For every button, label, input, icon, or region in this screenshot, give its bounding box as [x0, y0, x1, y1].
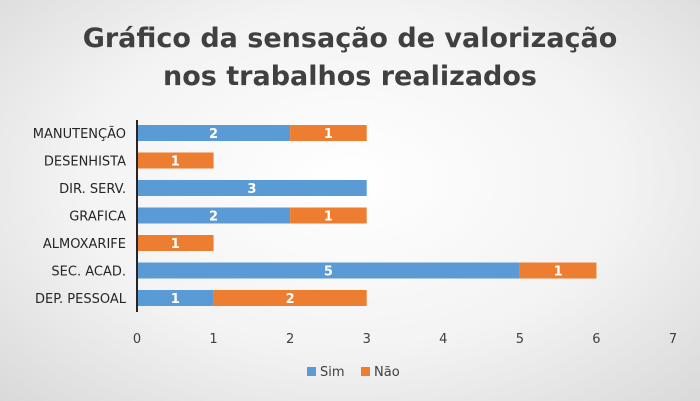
- chart-title-line-1: Gráfico da sensação de valorização: [83, 23, 618, 54]
- legend: Sim Não: [307, 365, 400, 380]
- bar-sim-0: [137, 125, 291, 141]
- data-label: 2: [209, 210, 218, 225]
- bar-sim-6: [137, 290, 214, 306]
- chart-title-line-2: nos trabalhos realizados: [163, 61, 537, 92]
- category-label: MANUTENÇÃO: [33, 126, 126, 142]
- data-label: 1: [171, 292, 180, 307]
- bar-sim-3: [137, 207, 291, 224]
- data-label: 2: [209, 127, 218, 142]
- category-label: DESENHISTA: [44, 155, 126, 170]
- data-label: 3: [247, 182, 256, 197]
- x-tick-label: 6: [592, 332, 600, 347]
- legend-swatch: [361, 367, 370, 376]
- bar-sim-2: [137, 180, 367, 196]
- plot-area: MANUTENÇÃO 2 1 DESENHISTA 1 DIR. SERV. 3 GRAFIC…: [33, 120, 677, 347]
- bar-no-6: [213, 290, 367, 306]
- x-tick-label: 5: [516, 332, 524, 347]
- category-label: DIR. SERV.: [59, 182, 126, 197]
- bar-sim-5: [137, 262, 520, 279]
- bar-no-4: [137, 235, 214, 251]
- legend-label: Não: [374, 365, 400, 380]
- category-label: SEC. ACAD.: [51, 265, 126, 280]
- data-label: 1: [554, 265, 563, 280]
- bar-no-1: [137, 152, 214, 169]
- legend-label: Sim: [320, 365, 345, 380]
- data-label: 1: [324, 127, 333, 142]
- data-label: 1: [324, 210, 333, 225]
- data-label: 5: [324, 265, 333, 280]
- category-label: ALMOXARIFE: [43, 237, 126, 252]
- x-tick-label: 2: [286, 332, 294, 347]
- category-label: DEP. PESSOAL: [35, 292, 127, 307]
- x-tick-label: 7: [669, 332, 677, 347]
- data-label: 2: [286, 292, 295, 307]
- category-label: GRAFICA: [69, 210, 126, 225]
- x-tick-label: 0: [133, 332, 141, 347]
- x-tick-label: 1: [209, 332, 217, 347]
- data-label: 1: [171, 237, 180, 252]
- x-tick-label: 3: [363, 332, 371, 347]
- bar-no-0: [290, 125, 367, 141]
- data-label: 1: [171, 155, 180, 170]
- bar-no-5: [519, 262, 597, 279]
- legend-swatch: [307, 367, 316, 376]
- x-tick-label: 4: [439, 332, 447, 347]
- bar-no-3: [290, 207, 367, 224]
